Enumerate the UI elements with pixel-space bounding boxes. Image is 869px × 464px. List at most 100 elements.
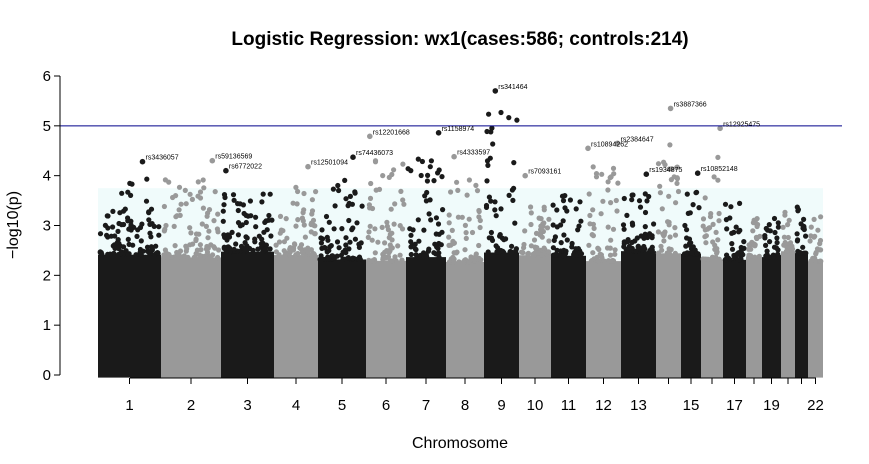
chromosome-3-points <box>220 191 275 378</box>
snp-point <box>346 217 352 224</box>
top-snp-point <box>435 130 442 136</box>
snp-point <box>250 247 256 253</box>
snp-point <box>521 241 527 248</box>
snp-point <box>352 189 358 195</box>
snp-point <box>551 237 557 243</box>
snp-point <box>326 247 332 254</box>
snp-point <box>428 217 434 223</box>
snp-point <box>735 251 741 258</box>
snp-point <box>460 259 467 265</box>
snp-point <box>391 221 397 227</box>
snp-point <box>105 225 111 231</box>
snp-point <box>674 180 680 186</box>
snp-point <box>206 228 212 234</box>
snp-label: rs2384647 <box>621 136 654 143</box>
snp-label: rs341464 <box>498 84 527 91</box>
snp-point <box>715 237 721 243</box>
snp-point <box>197 254 203 260</box>
snp-point <box>573 246 579 252</box>
snp-point <box>325 237 331 243</box>
snp-point <box>625 239 631 245</box>
snp-point <box>746 252 752 258</box>
snp-point <box>336 245 342 251</box>
snp-point <box>476 242 482 249</box>
snp-point <box>573 206 579 212</box>
snp-point <box>204 213 210 219</box>
x-axis: 1 2 3 4 5 6 7 8 9 10 11 12 13 15 17 19 22 <box>125 377 824 414</box>
snp-point <box>569 240 575 247</box>
chromosome-18-points <box>746 216 763 378</box>
snp-point <box>221 232 227 238</box>
snp-label: rs6772022 <box>229 164 262 171</box>
snp-point <box>119 190 125 196</box>
snp-point <box>642 209 649 216</box>
chromosome-7-body <box>406 257 446 378</box>
snp-point <box>501 237 507 243</box>
snp-point <box>195 179 201 185</box>
snp-point <box>667 234 673 240</box>
snp-point <box>383 255 389 261</box>
snp-point <box>690 202 696 208</box>
snp-point <box>424 178 430 184</box>
x-tick-label: 13 <box>630 397 647 414</box>
snp-label: rs12501094 <box>311 160 348 167</box>
snp-point <box>558 222 564 228</box>
snp-point <box>200 177 206 183</box>
chromosome-16-body <box>701 259 723 378</box>
snp-point <box>655 161 662 167</box>
snp-point <box>554 207 560 213</box>
snp-point <box>702 256 708 262</box>
snp-point <box>393 258 399 264</box>
snp-point <box>488 198 494 204</box>
snp-point <box>562 205 568 211</box>
chromosome-8-body <box>446 261 484 378</box>
snp-point <box>203 223 209 229</box>
snp-point <box>561 232 567 238</box>
snp-point <box>818 247 824 253</box>
snp-point <box>512 220 518 226</box>
snp-point <box>126 241 132 247</box>
snp-point <box>666 250 673 256</box>
snp-label: rs4333597 <box>457 150 490 157</box>
snp-point <box>772 229 778 236</box>
snp-point <box>544 225 551 231</box>
snp-point <box>588 258 594 264</box>
snp-point <box>354 220 360 226</box>
snp-point <box>666 246 672 252</box>
snp-point <box>811 234 817 240</box>
snp-point <box>541 220 547 226</box>
snp-point <box>255 246 261 252</box>
snp-point <box>612 247 618 253</box>
snp-point <box>498 206 504 212</box>
snp-point <box>801 226 807 233</box>
snp-point <box>589 232 595 238</box>
snp-point <box>384 223 390 229</box>
snp-point <box>182 187 188 193</box>
snp-point <box>787 244 793 250</box>
snp-point <box>147 221 153 227</box>
snp-point <box>608 237 614 243</box>
chromosome-19-points <box>762 215 782 378</box>
snp-point <box>541 245 547 251</box>
snp-point <box>426 246 432 252</box>
snp-point <box>750 228 756 234</box>
snp-point <box>710 239 716 245</box>
snp-point <box>667 142 673 148</box>
snp-point <box>474 188 481 194</box>
snp-point <box>302 234 308 240</box>
snp-point <box>125 215 131 221</box>
snp-point <box>343 196 349 202</box>
snp-point <box>366 229 372 235</box>
snp-point <box>741 239 747 245</box>
snp-point <box>763 225 769 232</box>
snp-point <box>644 198 650 204</box>
snp-point <box>380 173 386 179</box>
snp-point <box>462 247 468 253</box>
snp-point <box>243 219 249 226</box>
top-snp-point <box>667 105 674 112</box>
snp-point <box>365 234 371 240</box>
snp-point <box>176 184 183 190</box>
snp-point <box>528 204 534 210</box>
snp-point <box>386 174 392 180</box>
snp-point <box>163 222 169 229</box>
